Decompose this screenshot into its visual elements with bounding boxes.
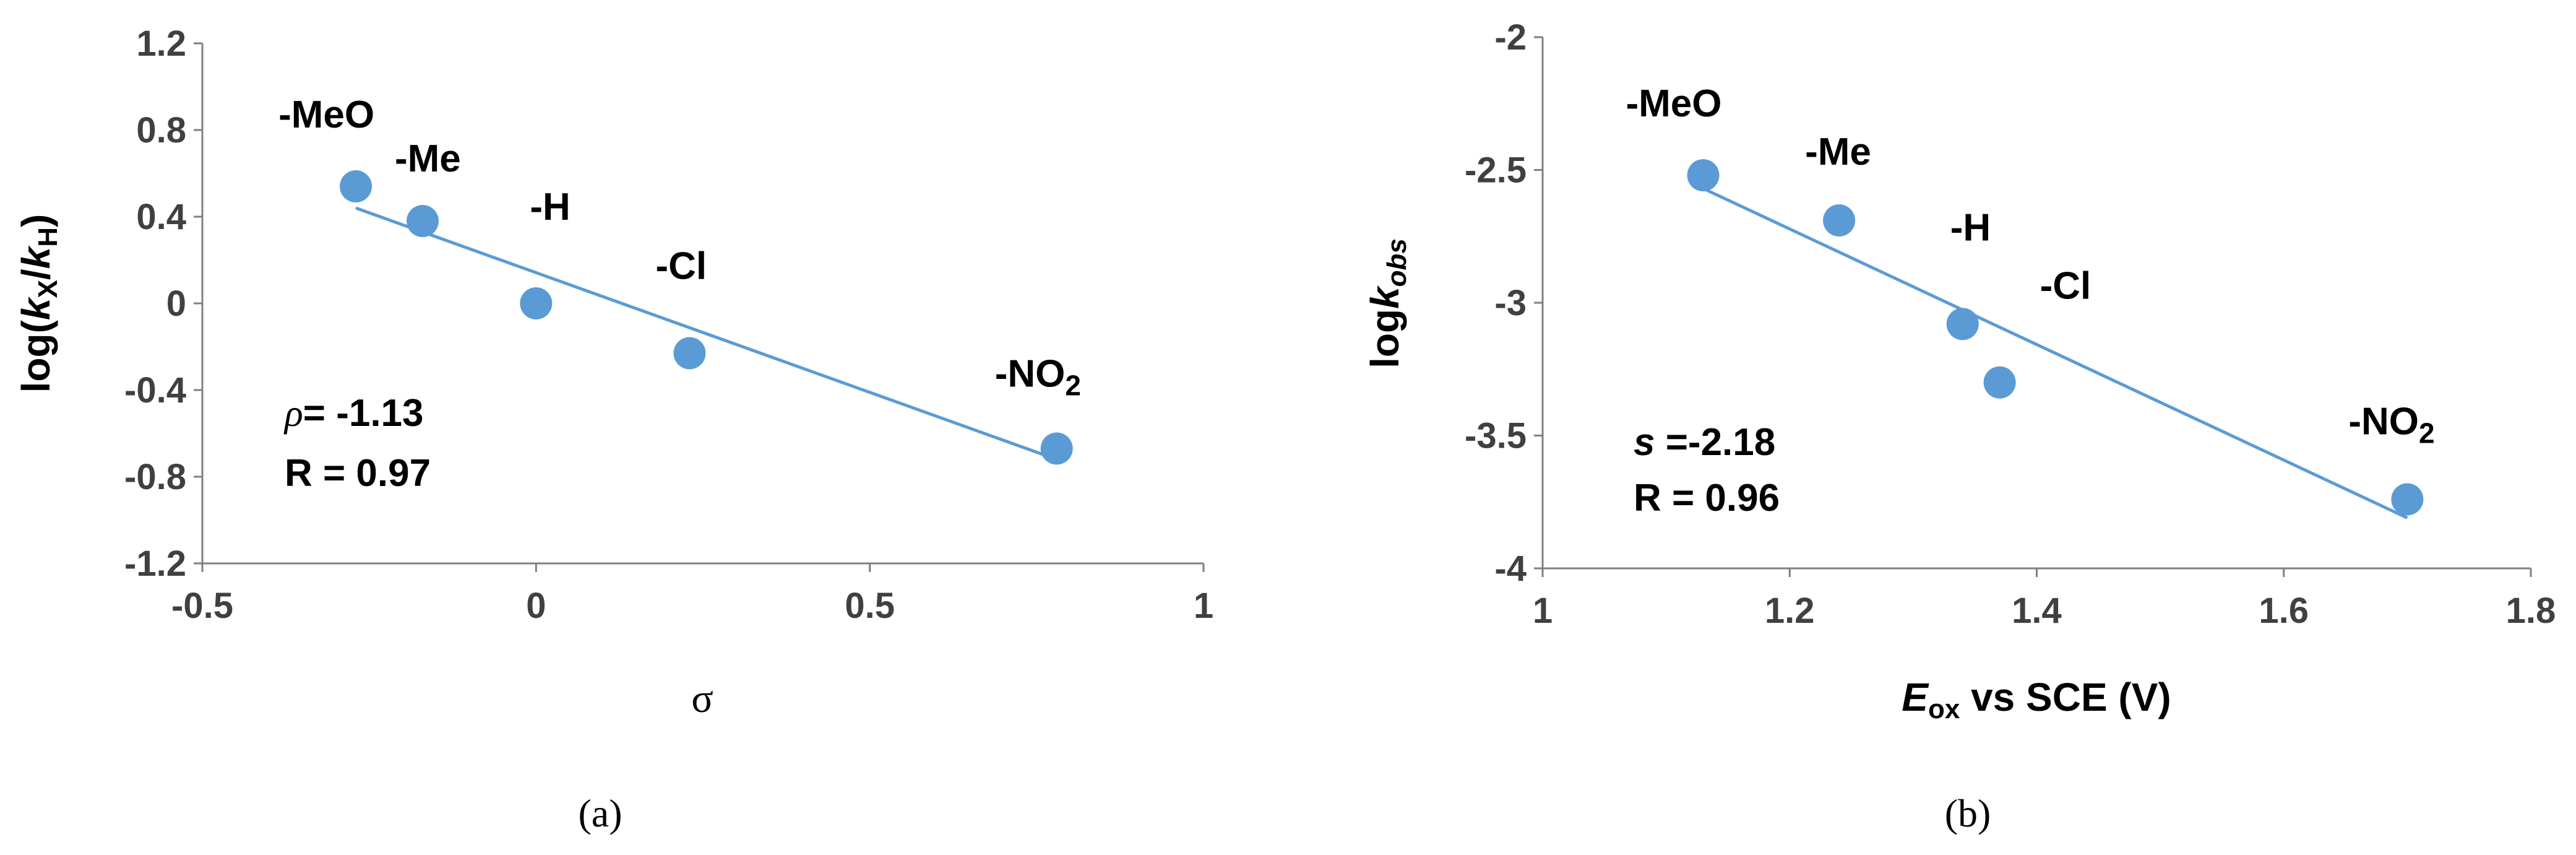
chart-b-point-label: -NO2 <box>2348 400 2434 449</box>
chart-a-r-text: R = 0.97 <box>285 452 431 495</box>
chart-a-x-tick-label: -0.5 <box>171 586 233 626</box>
chart-b-x-tick-label: 1.8 <box>2506 591 2556 631</box>
chart-a-y-tick-label: -0.4 <box>124 370 186 410</box>
chart-a-y-tick-label: 0.4 <box>136 197 186 237</box>
chart-a-x-tick-label: 1 <box>1194 586 1213 626</box>
chart-a-points <box>340 170 1073 465</box>
chart-b-x-axis-label: Eox vs SCE (V) <box>1902 675 2171 724</box>
chart-b-x-tick-label: 1.2 <box>1765 591 1815 631</box>
chart-a-point-label: -NO2 <box>995 353 1081 402</box>
chart-a-y-tick-label: 0.8 <box>136 110 186 150</box>
chart-a-point-label: -Cl <box>655 245 707 288</box>
chart-a-point-labels: -MeO -Me -H -Cl -NO2 <box>278 93 1081 402</box>
chart-b-ticks: -2 -2.5 -3 -3.5 -41 1.2 1.4 1.6 1.8 <box>1465 17 2556 631</box>
chart-b-point <box>1983 366 2016 399</box>
chart-a-point-label: -H <box>530 186 570 228</box>
chart-a-point <box>520 287 553 319</box>
chart-b-y-tick-label: -2 <box>1494 17 1527 58</box>
chart-a-y-tick-label: -1.2 <box>124 544 186 584</box>
chart-a-slope-text: ρ= -1.13 <box>283 392 424 435</box>
chart-b-point-label: -Cl <box>2040 265 2091 308</box>
chart-a-y-tick-label: 0 <box>166 284 186 324</box>
chart-a-x-axis-label: σ <box>691 676 713 721</box>
chart-b-x-tick-label: 1 <box>1533 591 1553 631</box>
chart-b-point-labels: -MeO -Me -H -Cl -NO2 <box>1626 82 2435 449</box>
chart-b-point <box>1823 204 1856 237</box>
chart-b-panel-label: (b) <box>1945 791 1991 835</box>
chart-b-x-tick-label: 1.6 <box>2259 591 2309 631</box>
chart-b-y-tick-label: -2.5 <box>1465 150 1527 191</box>
chart-a-point <box>340 170 373 202</box>
chart-b-x-tick-label: 1.4 <box>2012 591 2062 631</box>
chart-b-points <box>1687 159 2424 516</box>
chart-a-ticks: 1.2 0.8 0.4 0 -0.4 -0.8 -1.2-0.5 0 0.5 1 <box>124 24 1213 626</box>
chart-a-y-axis-label: log(kX/kH) <box>14 214 63 393</box>
chart-b-point-label: -MeO <box>1626 82 1722 125</box>
chart-a-point <box>1040 432 1073 465</box>
chart-a-x-tick-label: 0 <box>526 586 546 626</box>
chart-b-point-label: -Me <box>1805 131 1871 173</box>
chart-b-fit-line <box>1702 187 2408 519</box>
chart-b-y-tick-label: -3.5 <box>1465 416 1527 456</box>
chart-b: -2 -2.5 -3 -3.5 -41 1.2 1.4 1.6 1.8 -MeO -Me -H -Cl… <box>1363 17 2556 835</box>
chart-b-y-tick-label: -3 <box>1494 283 1527 323</box>
chart-b-point <box>2391 483 2424 516</box>
chart-a: 1.20.80.40-0.4-0.8-1.2-0.5 0 0.5 1 -MeO-Me-… <box>14 24 1213 835</box>
chart-a-point <box>406 205 439 237</box>
chart-a-fit-line <box>355 206 1058 461</box>
chart-b-slope-text: s =-2.18 <box>1634 421 1775 464</box>
chart-a-y-tick-label: 1.2 <box>136 24 186 64</box>
chart-b-point <box>1687 159 1720 192</box>
chart-a-y-tick-label: -0.8 <box>124 457 186 497</box>
chart-a-panel-label: (a) <box>578 791 622 835</box>
chart-a-point-label: -Me <box>395 137 461 180</box>
chart-b-point-label: -H <box>1950 206 1991 249</box>
chart-b-point <box>1946 308 1979 341</box>
chart-a-x-tick-label: 0.5 <box>845 586 895 626</box>
chart-a-point-label: -MeO <box>278 93 374 136</box>
chart-b-y-tick-label: -4 <box>1494 549 1527 589</box>
chart-a-point <box>673 337 706 370</box>
chart-b-y-axis-label: logkobs <box>1363 238 1412 368</box>
chart-b-r-text: R = 0.96 <box>1634 477 1780 519</box>
